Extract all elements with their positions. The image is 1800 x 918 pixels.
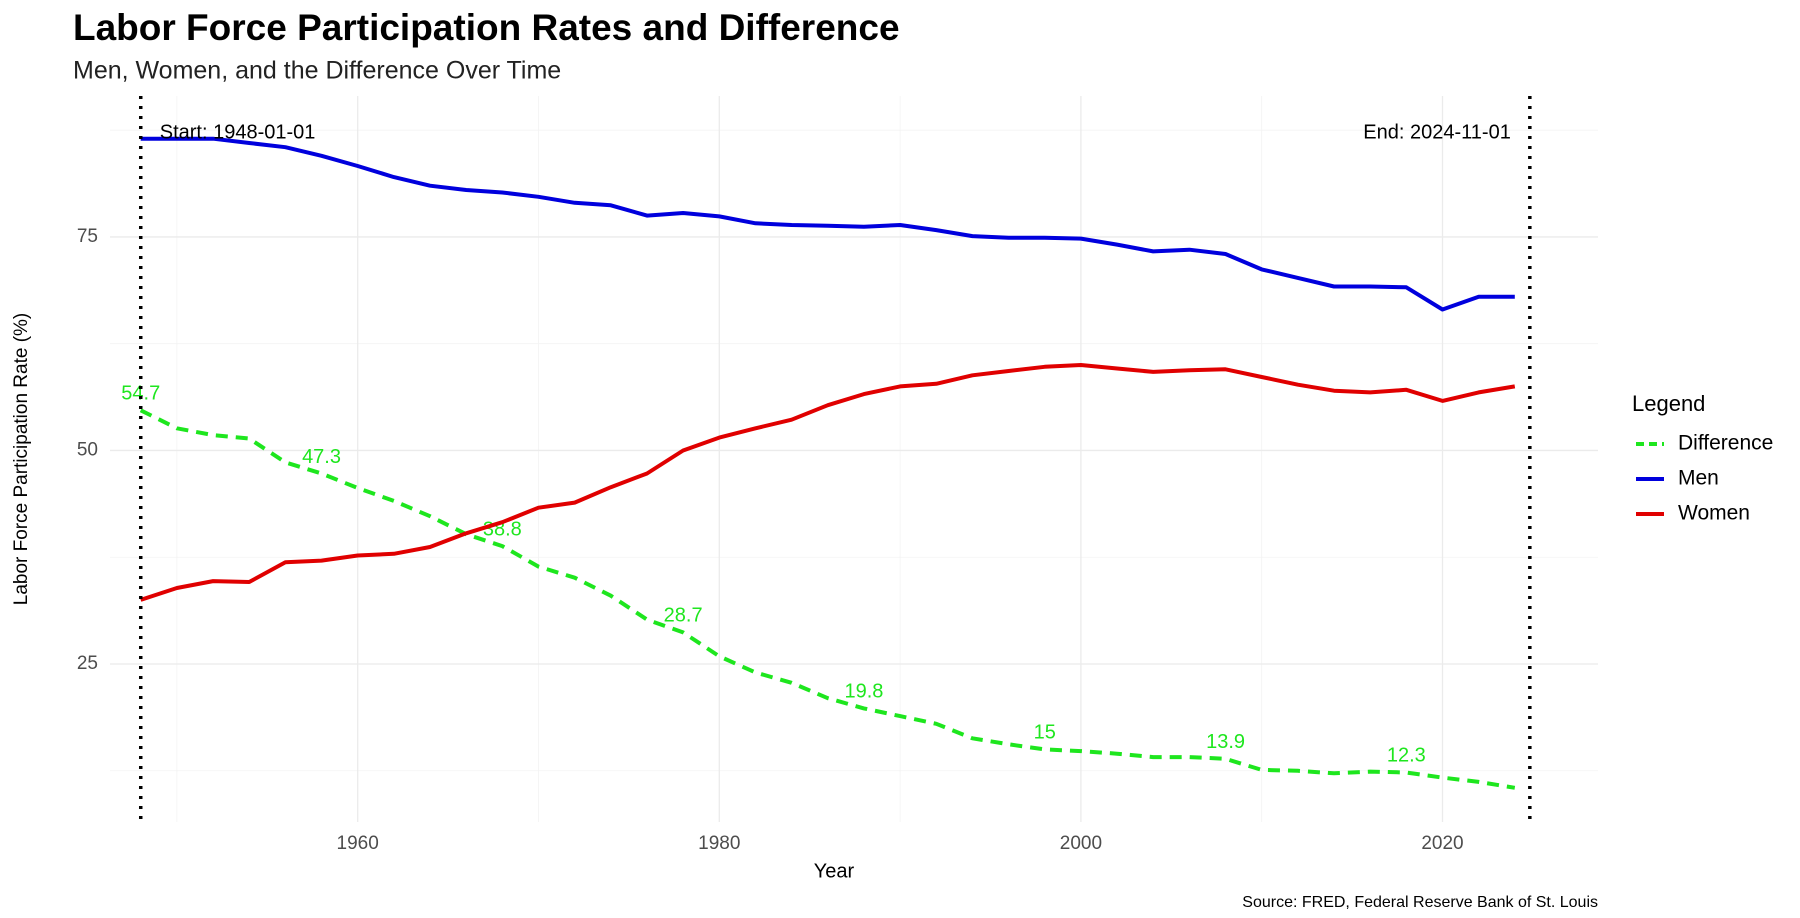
- x-tick-label: 1960: [337, 833, 379, 854]
- data-label: 47.3: [302, 446, 341, 468]
- x-tick-label: 2020: [1421, 833, 1463, 854]
- legend-label: Men: [1678, 467, 1719, 490]
- y-axis-label: Labor Force Participation Rate (%): [11, 313, 32, 606]
- x-axis-label: Year: [814, 860, 855, 882]
- legend-label: Difference: [1678, 432, 1773, 455]
- caption: Source: FRED, Federal Reserve Bank of St…: [1242, 894, 1598, 911]
- x-tick-label: 1980: [698, 833, 740, 854]
- y-tick-label: 75: [77, 226, 98, 247]
- data-label: 15: [1034, 722, 1056, 744]
- annotation: End: 2024-11-01: [1363, 121, 1511, 143]
- y-tick-label: 50: [77, 439, 98, 460]
- legend-label: Women: [1678, 502, 1750, 525]
- annotation: Start: 1948-01-01: [160, 121, 316, 143]
- data-label: 54.7: [121, 383, 160, 405]
- data-label: 28.7: [664, 605, 703, 627]
- chart-title: Labor Force Participation Rates and Diff…: [73, 7, 900, 48]
- series-line: [140, 136, 1515, 312]
- y-tick-label: 25: [77, 653, 98, 674]
- series-line: [140, 363, 1516, 602]
- data-label: 19.8: [844, 681, 883, 703]
- series-line: [139, 408, 1516, 790]
- data-label: 12.3: [1387, 745, 1426, 767]
- chart-subtitle: Men, Women, and the Difference Over Time: [73, 57, 561, 85]
- x-tick-label: 2000: [1060, 833, 1102, 854]
- legend-title: Legend: [1632, 391, 1705, 416]
- data-label: 13.9: [1206, 731, 1245, 753]
